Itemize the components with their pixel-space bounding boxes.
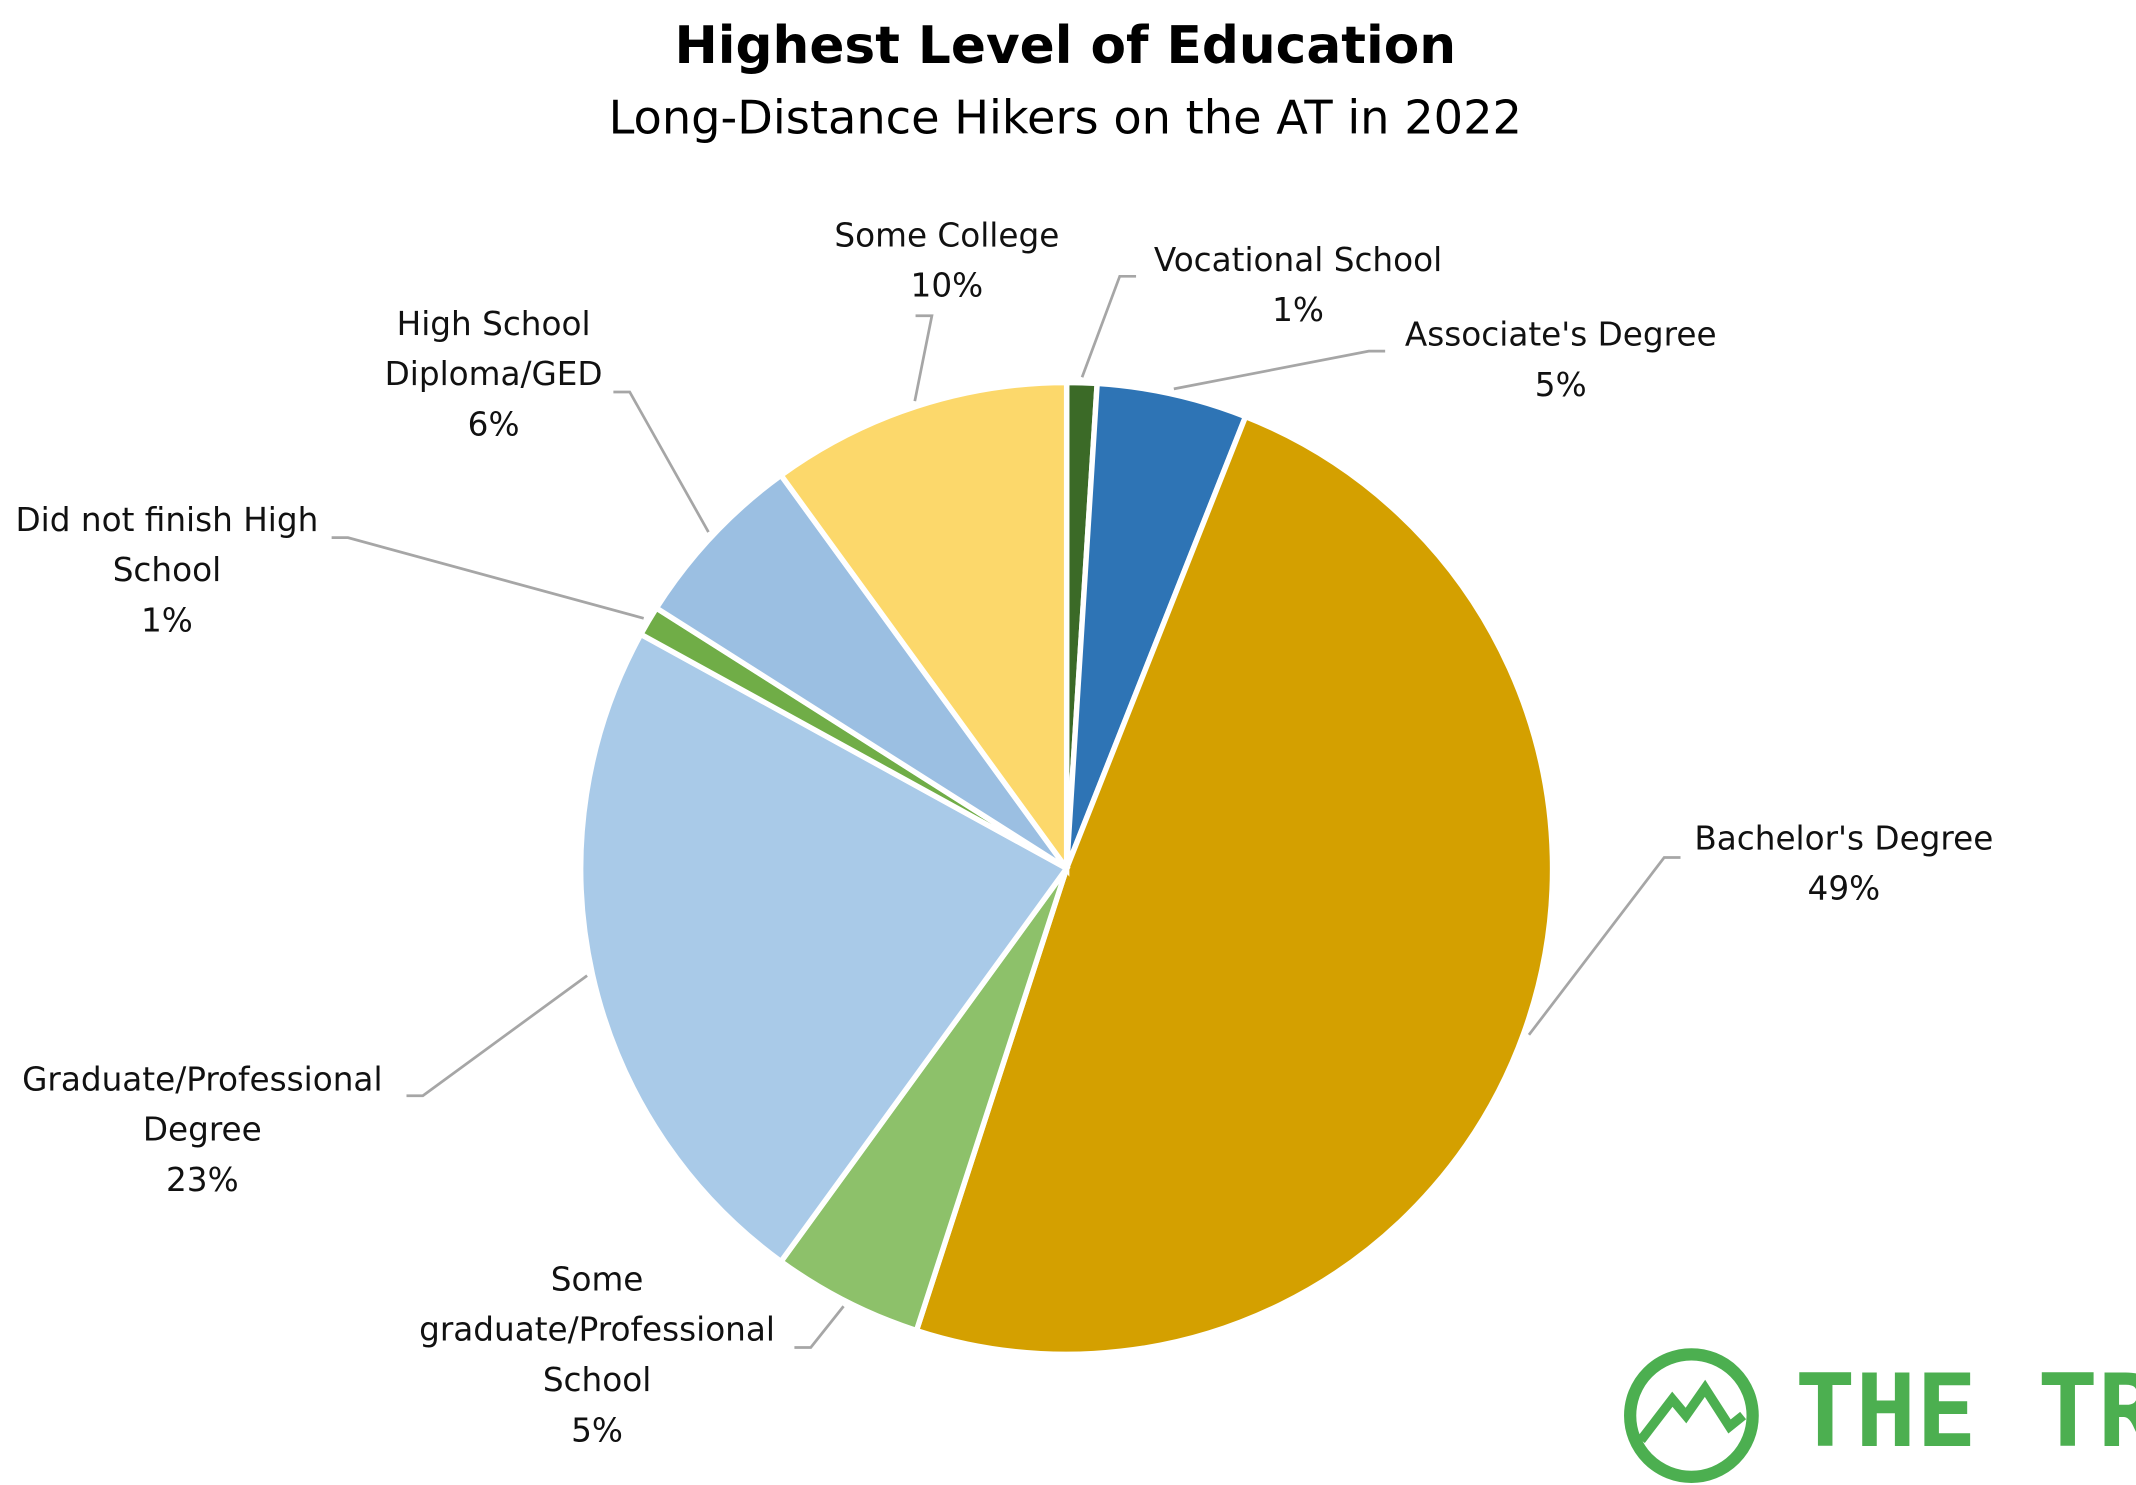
chart-subtitle: Long-Distance Hikers on the AT in 2022 (609, 91, 1522, 145)
chart-title: Highest Level of Education (674, 16, 1456, 76)
pie-slice (652, 471, 1069, 871)
data-label: High School Diploma/GED 6% (344, 299, 643, 450)
data-label-box: High School Diploma/GED 6% (344, 299, 643, 450)
value-label: 1% (1272, 291, 1324, 330)
value-label: 5% (1534, 366, 1587, 405)
leader-line (406, 974, 588, 1098)
category-label: Some graduate/Professional School (419, 1260, 775, 1400)
category-label: Did not finish High School (15, 500, 319, 590)
pie-slice (777, 379, 1070, 877)
data-label-box: Some graduate/Professional School 5% (393, 1255, 801, 1456)
category-label: Graduate/Professional Degree (22, 1060, 383, 1149)
data-label: Associate's Degree 5% (1384, 310, 1738, 411)
data-label: Graduate/Professional Degree 23% (0, 1055, 406, 1206)
data-label-box: Bachelor's Degree 49% (1667, 814, 2021, 915)
category-label: Vocational School (1153, 240, 1443, 280)
category-label: High School Diploma/GED (384, 304, 603, 394)
data-label-box: Graduate/Professional Degree 23% (0, 1055, 406, 1206)
logo-text: THE TREK (1795, 1353, 2136, 1470)
data-label: Some College 10% (797, 211, 1096, 312)
leader-line (913, 314, 934, 402)
value-label: 1% (141, 601, 193, 640)
leader-line (1527, 856, 1681, 1036)
data-label-box: Vocational School 1% (1121, 235, 1475, 336)
pie-slice (578, 630, 1071, 1266)
data-label: Bachelor's Degree 49% (1667, 814, 2021, 915)
pie-slice (777, 866, 1070, 1334)
value-label: 5% (571, 1411, 623, 1450)
category-label: Associate's Degree (1404, 315, 1717, 354)
pie-slice (1063, 380, 1250, 870)
value-label: 6% (467, 405, 520, 444)
data-label: Did not finish High School 1% (0, 495, 344, 646)
logo-circle (1624, 1348, 1759, 1483)
category-label: Some College (834, 216, 1060, 255)
category-label: Bachelor's Degree (1694, 819, 1994, 858)
logo-mountain (1637, 1379, 1747, 1443)
data-label-box: Some College 10% (797, 211, 1096, 312)
data-label-box: Did not finish High School 1% (0, 495, 344, 646)
data-label: Some graduate/Professional School 5% (393, 1255, 801, 1456)
data-label-box: Associate's Degree 5% (1384, 310, 1738, 411)
value-label: 23% (166, 1161, 239, 1200)
leader-line (331, 536, 645, 620)
leader-line (1080, 274, 1137, 378)
data-label: Vocational School 1% (1121, 235, 1475, 336)
logo: THE TREK (1624, 1348, 2136, 1483)
leader-line (794, 1305, 845, 1349)
leader-line (613, 390, 710, 533)
value-label: 10% (910, 266, 984, 305)
value-label: 49% (1807, 869, 1881, 908)
leader-line (1173, 349, 1386, 391)
pie-slice (913, 413, 1556, 1358)
